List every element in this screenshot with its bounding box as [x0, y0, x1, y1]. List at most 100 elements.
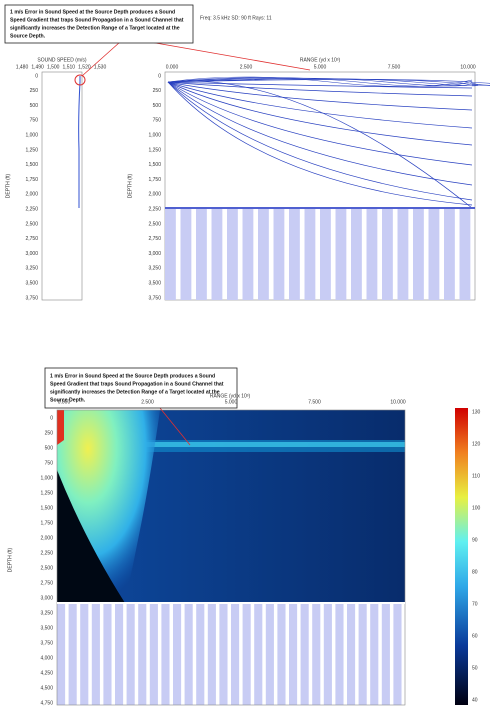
x-tick-label: 2.500 [141, 399, 154, 405]
sediment-stripe [180, 208, 192, 300]
sediment-stripe [381, 603, 390, 705]
y-tick-label: 250 [45, 430, 54, 436]
sediment-stripe [211, 208, 223, 300]
annotation-line: Source Depth. [10, 33, 46, 39]
y-tick-label: 3,750 [25, 295, 38, 301]
sediment-stripe [57, 603, 66, 705]
highlight-circle [74, 74, 86, 86]
y-tick-label: 2,250 [40, 550, 53, 556]
sediment-stripe [397, 208, 409, 300]
sediment-stripe [196, 603, 205, 705]
sediment-stripe [323, 603, 332, 705]
x-tick-label: 1,520 [78, 64, 91, 70]
y-tick-label: 2,000 [148, 192, 161, 198]
y-tick-label: 4,000 [40, 655, 53, 661]
sediment-stripe [351, 208, 362, 300]
annotation-line: 1 m/s Error in Sound Speed at the Source… [10, 9, 175, 15]
sediment-stripe [103, 603, 112, 705]
sediment-stripe [68, 603, 77, 705]
x-tick-label: 5.000 [314, 64, 327, 70]
y-tick-label: 3,750 [40, 640, 53, 646]
y-tick-label: 3,500 [148, 281, 161, 287]
sediment-stripe [242, 603, 251, 705]
annotation-line: Source Depth. [50, 397, 86, 403]
y-tick-label: 2,500 [40, 565, 53, 571]
ray [167, 77, 473, 87]
y-tick-label: 2,250 [148, 207, 161, 213]
y-tick-label: 3,500 [25, 281, 38, 287]
range-axis-title: RANGE (yd x 10³) [300, 57, 341, 63]
sediment-stripe [165, 208, 176, 300]
annotation-box [4, 4, 194, 44]
annotation-line: Speed Gradient that traps Sound Propagat… [10, 17, 184, 23]
ray [167, 78, 490, 86]
y-tick-label: 50 [472, 665, 478, 671]
y-tick-label: 750 [153, 118, 162, 124]
y-tick-label: 3,000 [148, 251, 161, 257]
depth-axis-title: DEPTH (ft) [7, 547, 13, 572]
sediment-stripe [207, 603, 216, 705]
svp-axis-title: SOUND SPEED (m/s) [37, 57, 87, 63]
sediment-stripe [161, 603, 170, 705]
tl-shadow [57, 470, 125, 603]
y-tick-label: 250 [30, 88, 39, 94]
y-tick-label: 120 [472, 441, 481, 447]
ray [167, 81, 473, 129]
ray [167, 80, 473, 209]
sediment-stripe [413, 208, 424, 300]
sediment-stripe [227, 208, 238, 300]
y-tick-label: 3,500 [40, 625, 53, 631]
annotation-box [44, 367, 238, 409]
x-tick-label: 5.000 [225, 399, 238, 405]
ray [167, 79, 490, 86]
sediment-stripe [273, 208, 285, 300]
sediment-stripe [304, 208, 316, 300]
sediment-stripe [444, 208, 455, 300]
y-tick-label: 750 [30, 118, 39, 124]
sediment-stripe [358, 603, 367, 705]
y-tick-label: 2,500 [25, 221, 38, 227]
y-tick-label: 1,000 [40, 475, 53, 481]
annotation: 1 m/s Error in Sound Speed at the Source… [10, 9, 184, 39]
y-tick-label: 0 [50, 415, 53, 421]
tl-source [57, 410, 64, 445]
ray [167, 81, 473, 166]
y-tick-label: 2,250 [25, 207, 38, 213]
y-tick-label: 1,250 [40, 490, 53, 496]
ray [167, 81, 473, 146]
y-tick-label: 1,000 [148, 133, 161, 139]
x-tick-label: 1,500 [47, 64, 60, 70]
y-tick-label: 3,000 [25, 251, 38, 257]
pointer [81, 41, 311, 77]
y-tick-label: 1,750 [25, 177, 38, 183]
sediment-stripe [149, 603, 158, 705]
y-tick-label: 1,000 [25, 133, 38, 139]
ray [167, 78, 479, 87]
x-tick-label: 2.500 [240, 64, 253, 70]
depth-axis-title: DEPTH (ft) [5, 173, 11, 198]
y-tick-label: 3,250 [148, 266, 161, 272]
sediment-stripe [196, 208, 207, 300]
y-tick-label: 1,750 [148, 177, 161, 183]
y-tick-label: 2,000 [25, 192, 38, 198]
sediment-stripe [91, 603, 100, 705]
y-tick-label: 500 [30, 103, 39, 109]
sediment-stripe [173, 603, 182, 705]
sediment-stripe [335, 208, 347, 300]
y-tick-label: 3,750 [148, 295, 161, 301]
sediment-stripe [459, 208, 471, 300]
annotation-line: Speed Gradient that traps Sound Propagat… [50, 381, 224, 387]
y-tick-label: 40 [472, 697, 478, 703]
y-tick-label: 1,500 [148, 162, 161, 168]
sediment-stripe [138, 603, 147, 705]
sediment-stripe [184, 603, 193, 705]
x-tick-label: 7.500 [308, 399, 321, 405]
x-tick-label: 7.500 [388, 64, 401, 70]
sediment-stripe [382, 208, 393, 300]
ray [167, 81, 473, 111]
ray [167, 81, 473, 206]
y-tick-label: 1,750 [40, 520, 53, 526]
sediment [165, 208, 471, 300]
